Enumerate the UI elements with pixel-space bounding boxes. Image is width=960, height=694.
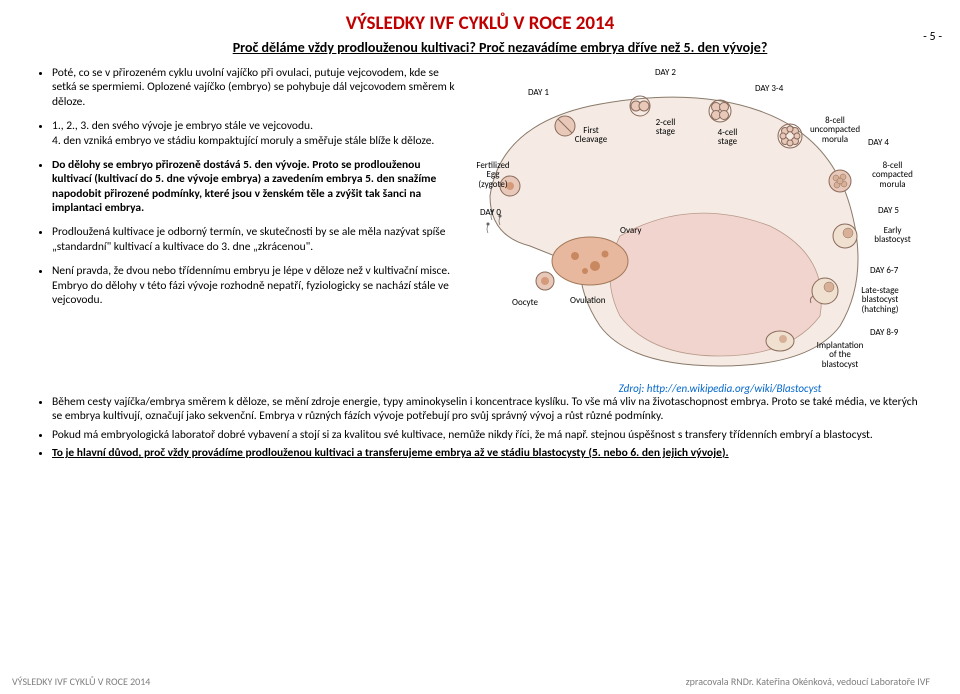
label-day34: DAY 3-4: [755, 84, 783, 93]
footer-right: zpracovala RNDr. Kateřina Okénková, vedo…: [686, 675, 930, 688]
label-fert: FertilizedEgg(zygote): [468, 161, 518, 189]
label-early: Earlyblastocyst: [865, 226, 920, 245]
label-day89: DAY 8-9: [870, 328, 898, 337]
left-column: Poté, co se v přirozeném cyklu uvolní va…: [30, 66, 460, 395]
label-impl: Implantationof theblastocyst: [810, 341, 870, 369]
right-column: FertilizedEgg(zygote) DAY 1 FirstCleavag…: [470, 66, 930, 395]
bullet-p5: Není pravda, že dvou nebo třídennímu emb…: [52, 264, 460, 307]
label-late: Late-stageblastocyst(hatching): [850, 286, 910, 314]
label-oocyte: Oocyte: [512, 298, 538, 307]
label-ovul: Ovulation: [570, 296, 606, 305]
label-8c: 8-cellcompactedmorula: [865, 161, 920, 189]
label-2cell: 2-cellstage: [648, 118, 683, 137]
bullet-b3: To je hlavní důvod, proč vždy provádíme …: [52, 446, 930, 460]
label-day2: DAY 2: [655, 68, 676, 77]
diagram-citation: Zdroj: http://en.wikipedia.org/wiki/Blas…: [510, 382, 930, 395]
page-subtitle: Proč děláme vždy prodlouženou kultivaci?…: [30, 39, 930, 56]
label-8u: 8-celluncompactedmorula: [805, 116, 865, 144]
footer-left: VÝSLEDKY IVF CYKLŮ V ROCE 2014: [12, 675, 150, 688]
label-ovary: Ovary: [620, 226, 641, 235]
full-width-bullets: Během cesty vajíčka/embrya směrem k dělo…: [30, 395, 930, 461]
page-number: - 5 -: [923, 30, 942, 44]
bullet-p2: 1., 2., 3. den svého vývoje je embryo st…: [52, 119, 460, 148]
bullet-b2: Pokud má embryologická laboratoř dobré v…: [52, 428, 930, 442]
page-title: VÝSLEDKY IVF CYKLŮ V ROCE 2014: [30, 12, 930, 35]
bullet-b1: Během cesty vajíčka/embrya směrem k dělo…: [52, 395, 930, 424]
bullet-p1: Poté, co se v přirozeném cyklu uvolní va…: [52, 66, 460, 109]
bullet-p4: Prodloužená kultivace je odborný termín,…: [52, 225, 460, 254]
bullet-p3: Do dělohy se embryo přirozeně dostává 5.…: [52, 158, 460, 216]
label-first: FirstCleavage: [570, 126, 612, 145]
label-day1: DAY 1: [528, 88, 549, 97]
label-day5: DAY 5: [878, 206, 899, 215]
label-4cell: 4-cellstage: [710, 128, 745, 147]
label-day0: DAY 0: [480, 208, 501, 217]
label-day67: DAY 6-7: [870, 266, 898, 275]
label-day4: DAY 4: [868, 138, 889, 147]
embryo-diagram: FertilizedEgg(zygote) DAY 1 FirstCleavag…: [470, 66, 930, 376]
